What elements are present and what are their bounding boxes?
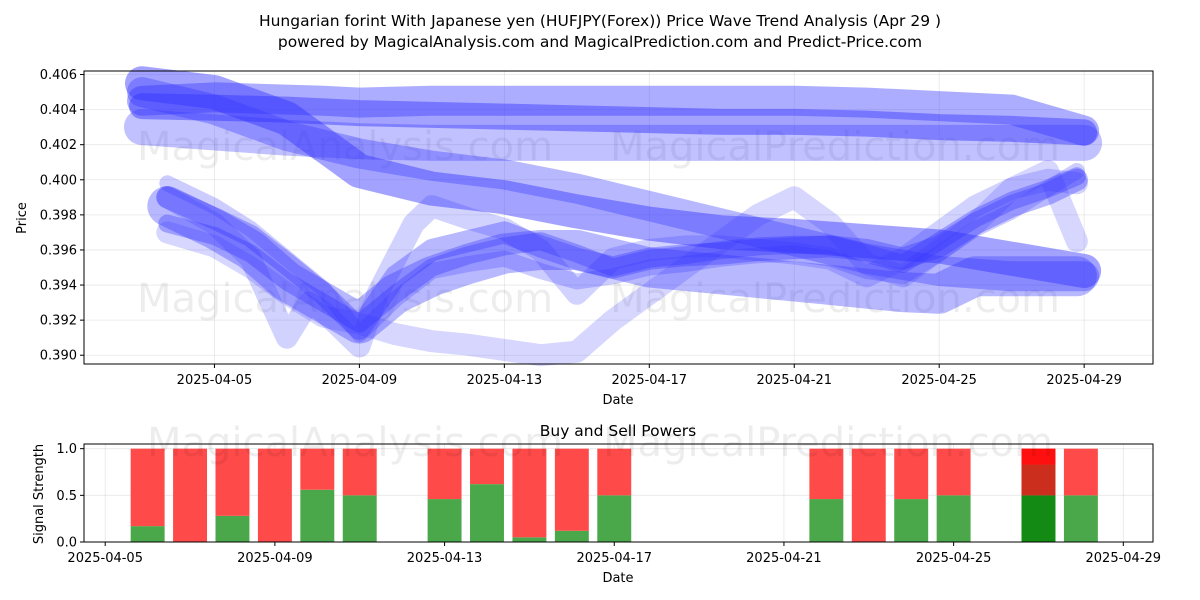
buy-bar	[554, 530, 589, 542]
signal-x-ticks: 2025-04-05 2025-04-09 2025-04-13 2025-04-17…	[67, 542, 1161, 566]
chart-subtitle: powered by MagicalAnalysis.com and Magic…	[278, 33, 922, 51]
sell-bar	[851, 448, 886, 542]
watermark-prediction-mid: MagicalPrediction.com	[610, 276, 1060, 322]
price-y-label: Price	[15, 202, 30, 234]
signal-y-tick-label: 0.5	[56, 489, 77, 504]
price-y-tick-label: 0.390	[40, 349, 77, 364]
buy-bar	[1063, 495, 1098, 542]
price-watermarks: MagicalAnalysis.com MagicalPrediction.co…	[137, 124, 1060, 322]
sell-bar	[809, 448, 844, 500]
buy-bar	[512, 537, 547, 542]
price-series-wave-low-b	[158, 167, 1086, 333]
buy-bar	[427, 499, 462, 542]
price-series-wave-descend-b	[127, 77, 1100, 292]
price-series-wave-drift-a	[156, 160, 1088, 367]
buy-bar	[894, 499, 929, 542]
buy-bar	[470, 484, 504, 542]
signal-y-label: Signal Strength	[32, 444, 47, 544]
watermark-signal: MagicalAnalysis.com MagicalPrediction.com	[147, 420, 1053, 466]
price-series-wave-top-c	[124, 109, 1103, 161]
price-x-tick-label: 2025-04-29	[1046, 373, 1122, 388]
signal-x-tick-label: 2025-04-21	[746, 551, 822, 566]
buy-bar	[130, 526, 165, 542]
watermark-analysis-top: MagicalAnalysis.com	[137, 124, 553, 170]
sell-bar	[1063, 448, 1098, 496]
price-x-label: Date	[602, 393, 633, 408]
watermark-prediction-top: MagicalPrediction.com	[610, 124, 1060, 170]
sell-bar	[470, 448, 504, 485]
price-axes-frame	[83, 70, 1154, 365]
price-y-tick-label: 0.394	[40, 279, 77, 294]
signal-axes-frame	[83, 443, 1154, 543]
price-series-wave-descend-a	[125, 66, 1102, 288]
price-series-group	[124, 66, 1103, 367]
signal-panel: Buy and Sell Powers MagicalAnalysis.com M…	[32, 420, 1161, 586]
sell-bar	[257, 448, 292, 542]
sell-bar	[936, 448, 971, 496]
signal-y-tick-label: 1.0	[56, 442, 77, 457]
price-series-wave-low-a	[156, 168, 1088, 340]
sell-bar	[894, 448, 929, 500]
signal-x-tick-label: 2025-04-05	[67, 551, 143, 566]
price-y-tick-label: 0.396	[40, 243, 77, 258]
chart-title: Hungarian forint With Japanese yen (HUFJ…	[259, 12, 941, 30]
watermark-analysis-mid: MagicalAnalysis.com	[137, 276, 553, 322]
signal-x-tick-label: 2025-04-09	[237, 551, 313, 566]
price-x-tick-label: 2025-04-17	[612, 373, 688, 388]
sell-bar	[342, 448, 377, 496]
price-x-tick-label: 2025-04-21	[756, 373, 832, 388]
sell-bar	[512, 448, 547, 538]
signal-x-tick-label: 2025-04-13	[407, 551, 483, 566]
signal-y-tick-label: 0.0	[56, 536, 77, 551]
price-panel: MagicalAnalysis.com MagicalPrediction.co…	[15, 66, 1154, 408]
price-y-tick-label: 0.392	[40, 314, 77, 329]
signal-x-label: Date	[602, 571, 633, 586]
sell-bar	[554, 448, 589, 531]
price-series-wave-low-c	[159, 163, 1085, 343]
price-plot-area	[84, 71, 1153, 364]
buy-bar	[936, 495, 971, 542]
sell-bar	[173, 448, 208, 542]
signal-overlay-bar	[1021, 464, 1056, 496]
price-y-ticks: 0.390 0.392 0.394 0.396 0.398 0.400 0.402 0.404…	[40, 68, 84, 364]
price-x-tick-label: 2025-04-25	[901, 373, 977, 388]
sell-bar	[597, 448, 632, 496]
price-series-wave-top-b	[129, 93, 1098, 146]
signal-bars	[130, 448, 1098, 542]
price-series-wave-settle	[147, 186, 1097, 344]
watermark-signal-prediction: MagicalPrediction.com	[603, 420, 1053, 466]
signal-x-tick-label: 2025-04-25	[916, 551, 992, 566]
price-grid	[84, 71, 1153, 364]
signal-overlay-bar	[1021, 448, 1056, 465]
price-series-wave-drift-b	[156, 168, 1088, 358]
price-y-tick-label: 0.398	[40, 208, 77, 223]
price-x-ticks: 2025-04-05 2025-04-09 2025-04-13 2025-04-17…	[177, 364, 1122, 388]
price-x-tick-label: 2025-04-05	[177, 373, 253, 388]
sell-bar	[300, 448, 335, 490]
signal-overlay-bar	[1021, 495, 1056, 542]
buy-bar	[809, 499, 844, 542]
buy-bar	[342, 495, 377, 542]
price-x-tick-label: 2025-04-09	[322, 373, 398, 388]
sell-bar	[427, 448, 462, 500]
sell-bar	[215, 448, 250, 516]
price-y-tick-label: 0.402	[40, 138, 77, 153]
buy-bar	[597, 495, 632, 542]
sell-bar	[130, 448, 165, 527]
buy-bar	[300, 489, 335, 542]
signal-y-ticks: 0.0 0.5 1.0	[56, 442, 84, 551]
signal-title: Buy and Sell Powers	[540, 422, 697, 440]
price-y-tick-label: 0.404	[40, 103, 77, 118]
buy-bar	[215, 515, 250, 542]
price-y-tick-label: 0.406	[40, 68, 77, 83]
price-series-wave-top-a	[127, 82, 1100, 146]
signal-x-tick-label: 2025-04-17	[576, 551, 652, 566]
price-y-tick-label: 0.400	[40, 173, 77, 188]
signal-x-tick-label: 2025-04-29	[1086, 551, 1162, 566]
watermark-signal-analysis: MagicalAnalysis.com	[147, 420, 563, 466]
price-x-tick-label: 2025-04-13	[467, 373, 543, 388]
